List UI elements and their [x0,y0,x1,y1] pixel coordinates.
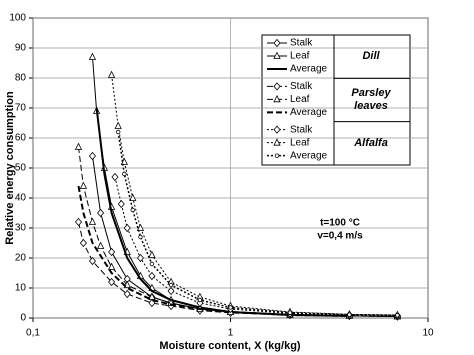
marker [111,172,119,182]
series-line [77,185,350,317]
legend-box [261,34,411,166]
marker [395,313,400,318]
marker [136,223,145,231]
legend-marker [273,51,281,59]
legend-marker [273,82,281,91]
y-tick-label: 20 [15,253,27,264]
marker [197,297,203,303]
legend-label: Leaf [290,137,310,148]
legend-marker [273,38,281,48]
marker [107,70,116,78]
series-line [95,107,350,317]
legend-label: Stalk [290,38,313,49]
marker [130,207,135,213]
marker [287,310,293,315]
marker [108,247,116,257]
marker [129,193,137,201]
y-tick-label: 90 [15,43,27,54]
y-tick-label: 30 [15,223,27,234]
marker [115,129,121,135]
marker [114,121,122,129]
marker [148,271,156,281]
legend-group-label: Dill [362,50,380,63]
marker [97,208,105,218]
y-tick-label: 80 [15,73,27,84]
y-axis-title: Relative energy consumption [4,91,16,245]
legend-marker [274,153,280,158]
legend-label: Stalk [290,124,313,135]
marker [108,277,116,287]
marker [138,234,143,240]
legend-marker [273,138,281,146]
y-tick-label: 100 [9,13,26,24]
marker [148,250,156,258]
x-axis-title: Moisture content, X (kg/kg) [159,340,301,352]
y-tick-label: 10 [15,283,27,294]
legend-marker [273,125,281,134]
marker [107,262,116,270]
legend-group-label: Alfalfa [354,136,388,149]
y-tick-label: 60 [15,133,27,144]
legend-label: Leaf [290,51,310,62]
marker [79,238,87,248]
legend-label: Stalk [290,81,313,92]
x-tick-label: 10 [422,328,434,339]
legend-label: Leaf [290,94,310,105]
y-tick-label: 0 [20,313,26,324]
marker [148,292,156,300]
marker [79,181,88,189]
marker [123,223,131,233]
legend-label: Average [290,150,328,161]
y-tick-label: 40 [15,193,27,204]
marker [74,142,83,150]
legend-label: Average [290,64,328,75]
marker [88,52,97,60]
marker [122,171,127,177]
y-tick-label: 70 [15,103,27,114]
annotation: t=100 °C [320,218,360,229]
marker [88,151,96,161]
annotation: v=0,4 m/s [317,231,363,242]
marker [168,282,174,288]
marker [347,312,352,317]
marker [148,298,156,308]
marker [136,253,144,263]
x-tick-label: 1 [228,328,234,339]
marker [88,217,97,225]
marker [74,217,83,227]
marker [96,241,105,249]
marker [117,199,125,209]
y-tick-label: 50 [15,163,27,174]
legend-label: Average [290,107,328,118]
series-line [111,74,398,316]
marker [149,261,155,267]
legend-marker [273,94,281,103]
marker [228,305,233,310]
x-tick-label: 0,1 [26,328,40,339]
marker [123,289,131,299]
legend-group-label: Parsley leaves [351,87,391,112]
marker [88,256,96,266]
marker [167,286,175,296]
